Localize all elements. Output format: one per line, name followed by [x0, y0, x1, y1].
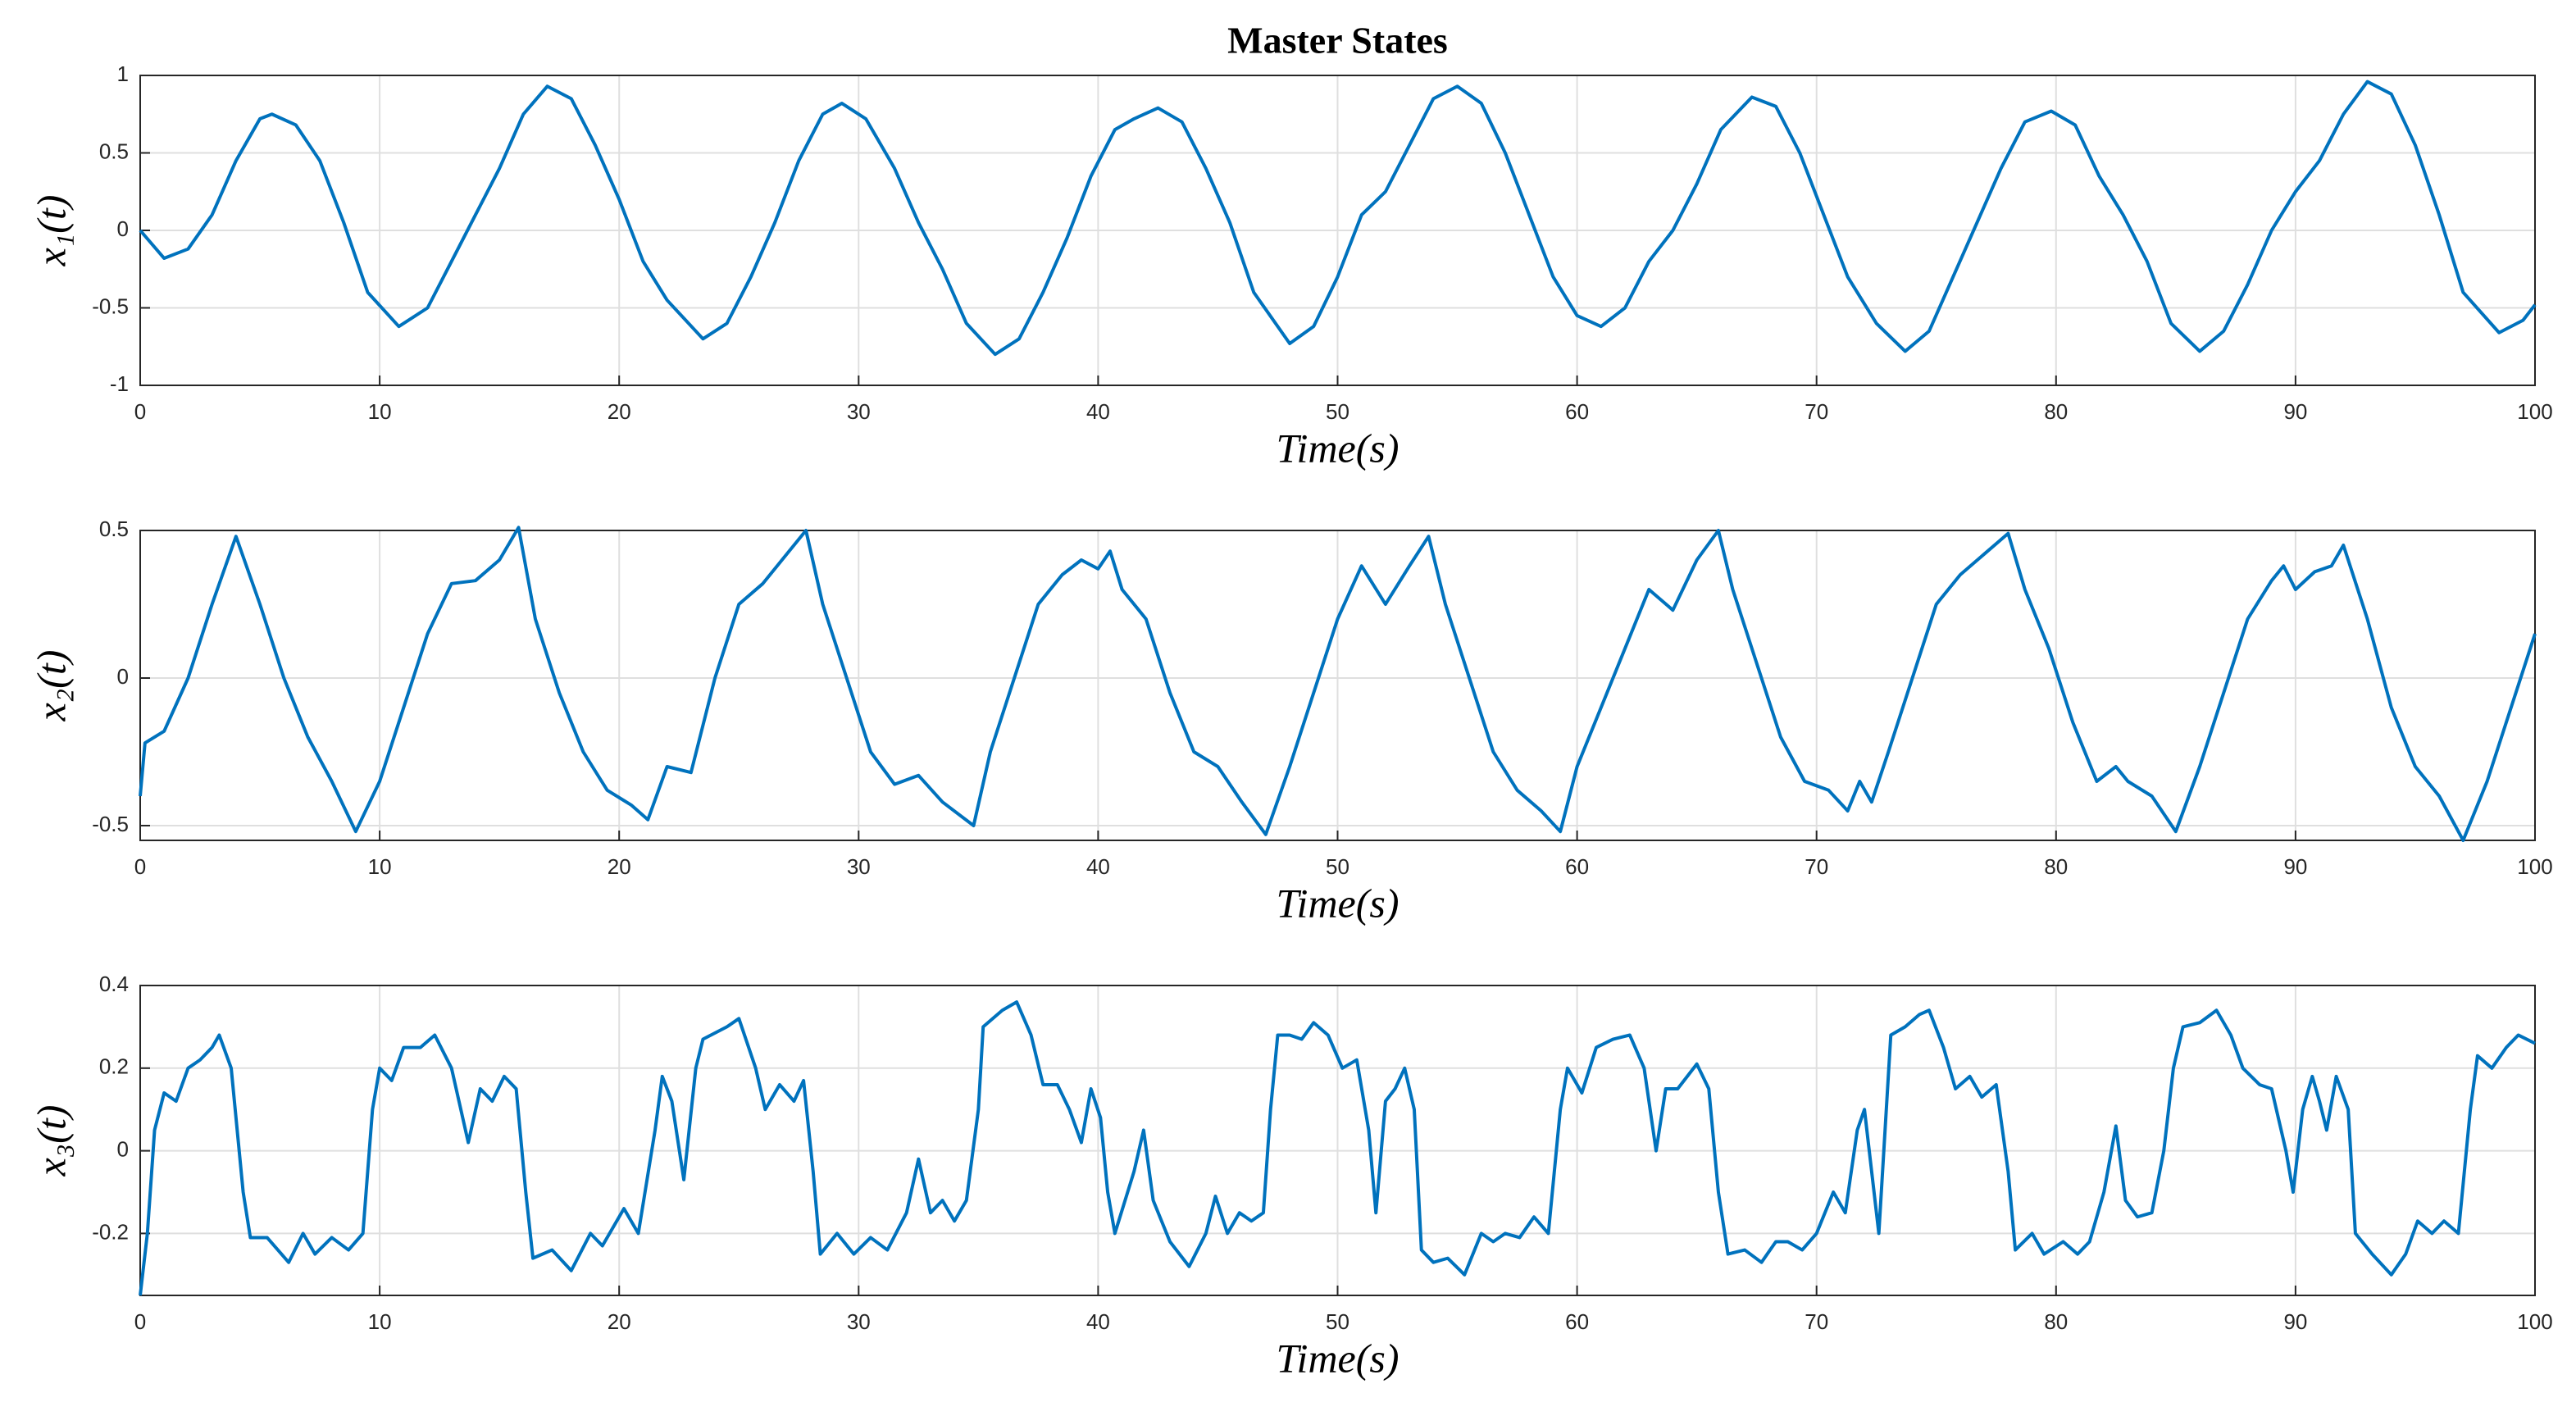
- x-axis-label: Time(s): [1277, 425, 1400, 471]
- y-tick-label: 0: [117, 1136, 129, 1161]
- x-tick-label: 60: [1565, 854, 1589, 879]
- x-tick-label: 10: [368, 399, 392, 424]
- x-tick-label: 10: [368, 1309, 392, 1334]
- x-tick-label: 50: [1326, 399, 1349, 424]
- y-axis-label: x₃(t): [28, 1105, 74, 1177]
- y-tick-label: 0.5: [99, 139, 129, 163]
- y-tick-label: 0.2: [99, 1054, 129, 1079]
- x-tick-label: 40: [1086, 854, 1110, 879]
- x-tick-label: 90: [2283, 854, 2307, 879]
- x-tick-label: 90: [2283, 399, 2307, 424]
- x-tick-label: 60: [1565, 1309, 1589, 1334]
- y-axis-label: x₂(t): [28, 650, 74, 722]
- x-tick-label: 100: [2517, 1309, 2552, 1334]
- data-line: [139, 526, 2537, 842]
- y-tick-label: 0: [117, 664, 129, 689]
- x-tick-label: 20: [608, 399, 631, 424]
- x-tick-label: 50: [1326, 854, 1349, 879]
- x-tick-label: 80: [2044, 1309, 2068, 1334]
- plot-frame: [139, 530, 2536, 841]
- x-tick-label: 0: [134, 1309, 146, 1334]
- x-tick-label: 10: [368, 854, 392, 879]
- x-tick-label: 70: [1805, 1309, 1828, 1334]
- x-tick-label: 40: [1086, 399, 1110, 424]
- x-axis-label: Time(s): [1277, 1335, 1400, 1381]
- y-tick-label: -0.2: [92, 1219, 129, 1244]
- x-tick-label: 100: [2517, 854, 2552, 879]
- x-tick-label: 60: [1565, 399, 1589, 424]
- x-axis-label: Time(s): [1277, 880, 1400, 926]
- x-tick-label: 30: [847, 1309, 871, 1334]
- y-tick-label: 0.4: [99, 972, 129, 996]
- x-tick-label: 90: [2283, 1309, 2307, 1334]
- y-tick-label: -0.5: [92, 294, 129, 318]
- y-tick-label: 0.5: [99, 517, 129, 541]
- x-tick-label: 80: [2044, 854, 2068, 879]
- plot-frame: [139, 985, 2536, 1296]
- data-line: [139, 80, 2537, 357]
- x-tick-label: 100: [2517, 399, 2552, 424]
- data-line: [139, 1000, 2536, 1296]
- y-tick-label: 1: [117, 61, 129, 86]
- x-tick-label: 0: [134, 399, 146, 424]
- y-tick-label: -0.5: [92, 812, 129, 836]
- x-tick-label: 0: [134, 854, 146, 879]
- chart-title: Master States: [1227, 20, 1448, 61]
- x-tick-label: 20: [608, 854, 631, 879]
- x-tick-label: 30: [847, 399, 871, 424]
- x-tick-label: 70: [1805, 854, 1828, 879]
- x-tick-label: 40: [1086, 1309, 1110, 1334]
- x-tick-label: 80: [2044, 399, 2068, 424]
- x-tick-label: 70: [1805, 399, 1828, 424]
- y-tick-label: -1: [110, 371, 129, 396]
- x-tick-label: 50: [1326, 1309, 1349, 1334]
- y-axis-label: x₁(t): [28, 195, 74, 267]
- x-tick-label: 20: [608, 1309, 631, 1334]
- y-tick-label: 0: [117, 216, 129, 241]
- x-tick-label: 30: [847, 854, 871, 879]
